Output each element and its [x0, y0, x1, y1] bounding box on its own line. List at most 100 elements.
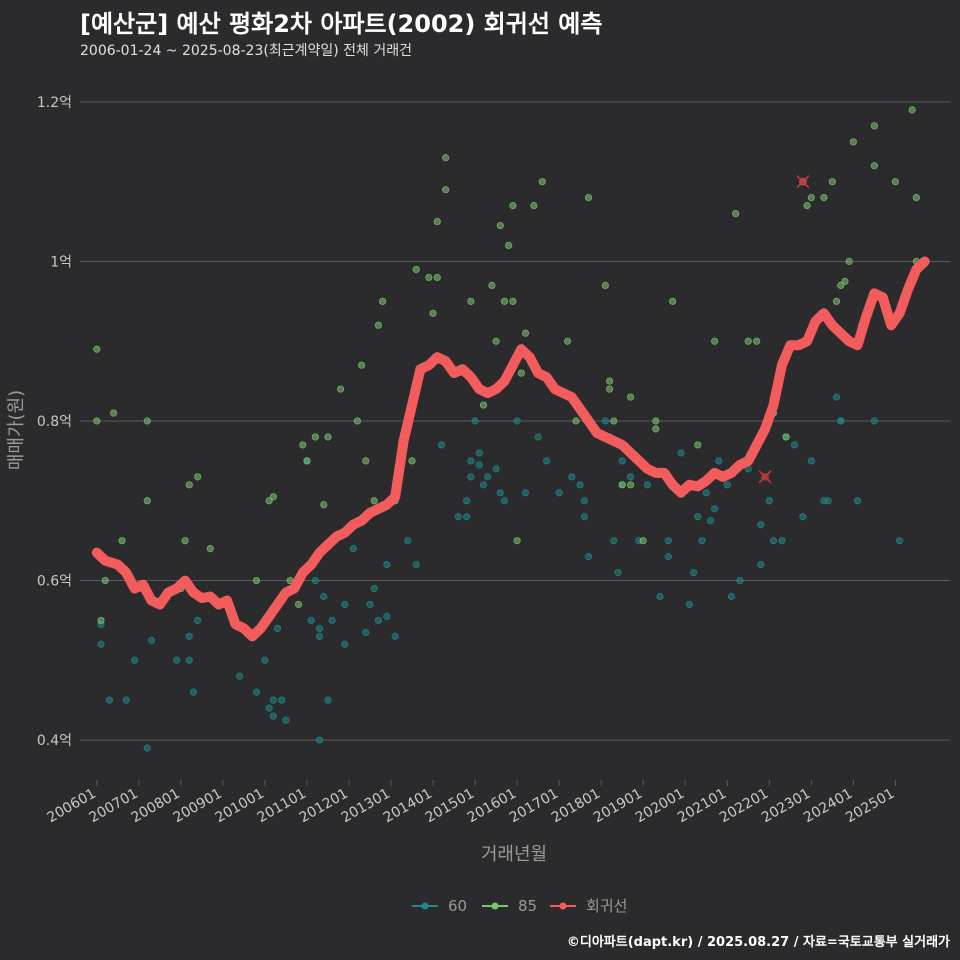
data-point-85: [311, 433, 319, 441]
data-point-85: [442, 186, 450, 194]
data-point-85: [870, 122, 878, 130]
data-point-85: [500, 297, 509, 305]
data-point-85: [694, 441, 702, 449]
data-point-85: [610, 417, 618, 425]
data-point-85: [294, 600, 303, 609]
data-point-60: [269, 712, 277, 720]
data-point-60: [173, 656, 181, 664]
data-point-60: [328, 616, 336, 625]
data-point-85: [912, 194, 920, 202]
data-point-60: [500, 497, 509, 505]
outlier-x-marker: [796, 175, 810, 189]
chart-subtitle: 2006-01-24 ~ 2025-08-23(최근계약일) 전체 거래건: [80, 43, 412, 59]
data-point-85: [669, 297, 677, 305]
data-point-60: [765, 497, 773, 505]
data-point-85: [517, 369, 525, 377]
data-point-60: [706, 517, 715, 525]
data-point-60: [189, 688, 198, 696]
data-point-60: [463, 497, 471, 505]
data-point-85: [433, 273, 441, 282]
data-point-85: [143, 417, 151, 425]
data-point-60: [362, 628, 370, 637]
legend: 60 85 회귀선: [412, 897, 627, 915]
data-point-85: [509, 202, 517, 210]
data-point-85: [492, 337, 500, 345]
data-point-60: [895, 537, 904, 545]
data-point-60: [799, 513, 807, 521]
data-point-85: [374, 321, 383, 329]
data-point-85: [299, 441, 307, 449]
data-point-60: [320, 592, 328, 601]
data-point-60: [341, 640, 349, 648]
data-point-60: [542, 457, 551, 465]
data-point-60: [492, 465, 500, 473]
legend-label: 60: [448, 897, 467, 915]
data-point-60: [273, 624, 282, 633]
data-point-85: [652, 417, 660, 425]
data-point-60: [694, 513, 702, 521]
data-point-60: [580, 497, 588, 505]
data-point-60: [853, 497, 862, 505]
data-point-85: [832, 297, 841, 305]
data-point-60: [404, 537, 412, 545]
data-point-60: [471, 417, 479, 425]
data-point-85: [433, 217, 441, 226]
data-point-60: [185, 632, 193, 641]
data-point-60: [252, 688, 261, 696]
data-point-60: [463, 513, 471, 521]
data-point-85: [711, 337, 719, 345]
data-point-60: [727, 592, 736, 601]
legend-item: 85: [482, 897, 537, 915]
data-point-85: [584, 194, 593, 202]
y-axis-title: 매매가(원): [6, 390, 27, 470]
y-tick-label: 1억: [50, 254, 72, 270]
data-point-60: [454, 513, 462, 521]
data-point-60: [778, 537, 786, 545]
data-point-60: [656, 592, 664, 601]
y-tick-label: 0.4억: [37, 733, 72, 749]
data-point-60: [513, 417, 521, 425]
data-point-60: [412, 561, 420, 569]
data-point-85: [891, 178, 899, 186]
data-point-60: [341, 600, 349, 609]
y-tick-label: 0.6억: [37, 574, 72, 590]
data-point-85: [744, 337, 752, 345]
grid-lines: [80, 101, 950, 786]
data-point-85: [412, 265, 420, 274]
data-point-60: [832, 393, 841, 401]
data-point-60: [580, 513, 588, 521]
data-point-60: [475, 449, 483, 457]
data-point-85: [803, 202, 811, 210]
outlier-x-marker: [758, 470, 772, 484]
data-point-85: [605, 385, 614, 393]
data-point-60: [315, 624, 324, 633]
data-point-85: [845, 257, 853, 266]
data-point-60: [261, 656, 269, 664]
data-point-60: [690, 568, 698, 577]
data-point-85: [820, 194, 828, 202]
data-point-85: [521, 329, 530, 337]
data-point-85: [324, 433, 332, 441]
legend-label: 회귀선: [586, 897, 627, 915]
data-point-85: [425, 273, 433, 282]
data-point-60: [584, 553, 593, 561]
data-point-60: [122, 696, 130, 704]
data-point-60: [677, 449, 685, 457]
data-point-60: [685, 600, 694, 609]
data-point-85: [93, 345, 101, 353]
data-point-60: [278, 696, 286, 704]
data-point-60: [736, 576, 744, 585]
data-point-60: [837, 417, 845, 425]
data-point-60: [757, 561, 765, 569]
data-point-60: [626, 473, 635, 481]
data-point-60: [521, 489, 530, 497]
data-point-60: [194, 616, 202, 625]
data-point-85: [513, 537, 521, 545]
data-point-85: [379, 297, 387, 305]
data-point-60: [479, 481, 488, 489]
data-point-60: [349, 545, 357, 553]
data-point-60: [534, 433, 542, 441]
data-point-85: [442, 154, 450, 162]
data-point-85: [303, 457, 311, 465]
data-point-60: [715, 457, 723, 465]
